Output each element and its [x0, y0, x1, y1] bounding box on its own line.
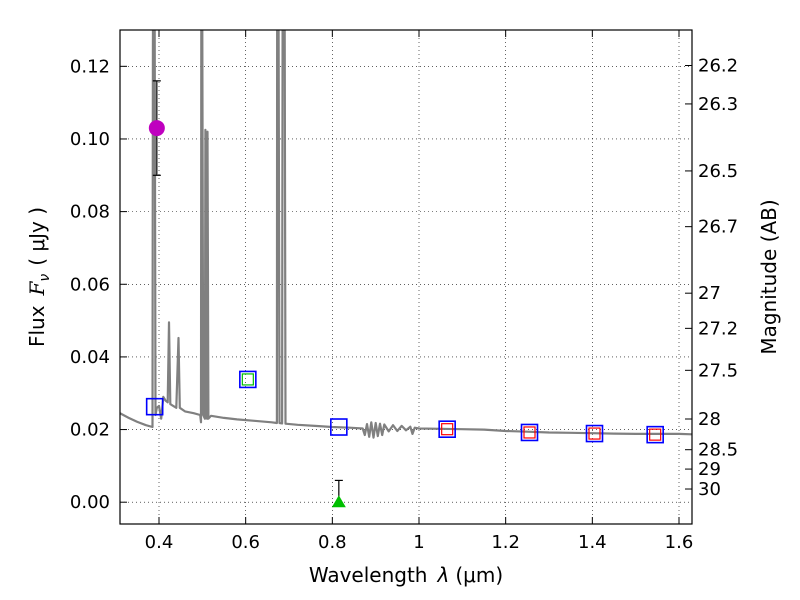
y-tick-label: 0.06 [70, 274, 110, 295]
x-tick-label: 1.2 [491, 532, 520, 553]
model-photometry-inner-point [241, 373, 254, 386]
model-spectrum-line [120, 30, 692, 439]
y-tick-label: 0.00 [70, 492, 110, 513]
model-photometry-inner-point [441, 423, 454, 436]
y-axis-label-subscript: ν [37, 274, 53, 282]
model-photometry-point [330, 418, 348, 436]
mag-tick-label: 29 [698, 459, 721, 480]
x-axis-label-prefix: Wavelength [309, 563, 428, 587]
y-tick-label: 0.12 [70, 56, 110, 77]
x-tick-label: 1.6 [665, 532, 694, 553]
upper-limit-point [331, 495, 346, 508]
y-tick-label: 0.08 [70, 202, 110, 223]
x-axis-label-unit: (μm) [455, 563, 503, 587]
mag-tick-label: 26.2 [698, 56, 738, 77]
y-axis-label-unit: ( μJy ) [25, 207, 49, 266]
y-axis-label: Flux Fν ( μJy ) [25, 207, 53, 347]
model-photometry-inner-point [649, 428, 662, 441]
y-axis-label-symbol: F [25, 280, 49, 296]
y-tick-label: 0.02 [70, 420, 110, 441]
model-photometry-point [585, 424, 604, 443]
axis-ticks: 0.4 0.6 0.8 1 1.2 1.4 1.6 0.00 0.02 0.04 0.06 0.08 0… [70, 30, 738, 553]
x-tick-label: 0.6 [231, 532, 260, 553]
grid-lines [120, 30, 692, 524]
x-axis-label: Wavelength λ (μm) [309, 563, 503, 587]
mag-tick-label: 28 [698, 409, 721, 430]
mag-tick-label: 26.7 [698, 217, 738, 238]
model-photometry-point [520, 423, 539, 442]
data-layer [120, 30, 692, 508]
mag-tick-label: 28.5 [698, 440, 738, 461]
x-tick-label: 0.8 [318, 532, 347, 553]
x-tick-label: 1.4 [578, 532, 607, 553]
y2-axis-label: Magnitude (AB) [757, 199, 781, 354]
plot-frame [119, 29, 693, 525]
y-axis-label-prefix: Flux [25, 305, 49, 347]
model-photometry-point [239, 370, 257, 389]
model-photometry-point [438, 420, 456, 438]
x-axis-label-symbol: λ [437, 563, 450, 587]
x-tick-label: 0.4 [145, 532, 174, 553]
y-tick-label: 0.04 [70, 347, 110, 368]
model-photometry-point [646, 425, 664, 444]
mag-tick-label: 27 [698, 283, 721, 304]
mag-tick-label: 30 [698, 479, 721, 500]
y-tick-label: 0.10 [70, 129, 110, 150]
observed-point [148, 120, 165, 137]
mag-tick-label: 26.5 [698, 161, 738, 182]
mag-tick-label: 27.5 [698, 360, 738, 381]
model-photometry-inner-point [523, 426, 536, 439]
model-photometry-point [145, 397, 164, 416]
model-photometry-inner-point [588, 427, 601, 440]
mag-tick-label: 27.2 [698, 318, 738, 339]
x-tick-label: 1 [413, 532, 424, 553]
mag-tick-label: 26.3 [698, 94, 738, 115]
